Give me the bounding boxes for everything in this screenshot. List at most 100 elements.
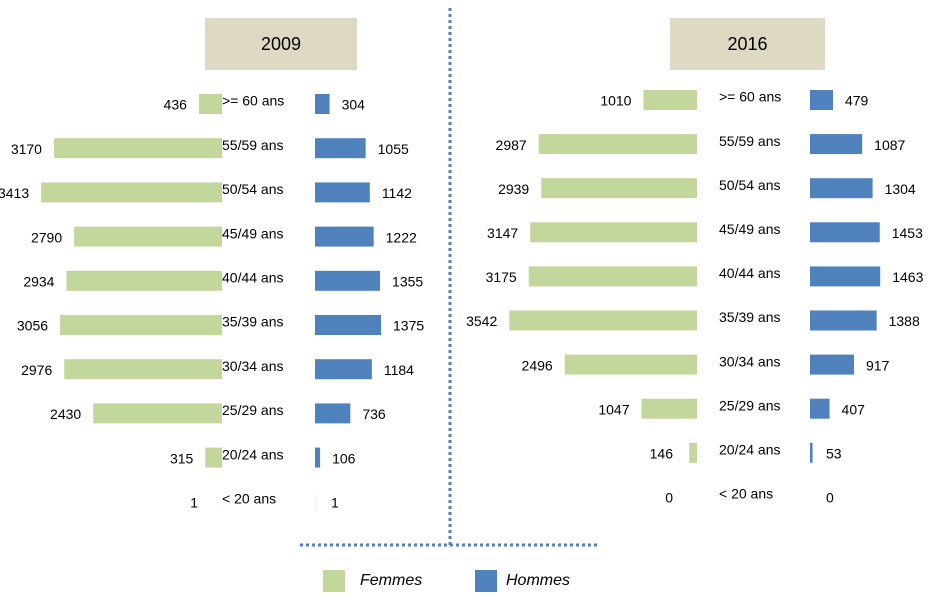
bar — [538, 134, 697, 155]
value-label: 736 — [362, 406, 386, 422]
bar — [528, 266, 697, 287]
bar — [810, 310, 877, 331]
value-label: 2790 — [31, 229, 62, 245]
bar — [60, 315, 223, 335]
bar — [530, 222, 697, 243]
value-label: 106 — [332, 450, 356, 466]
bar — [689, 442, 697, 463]
bar — [810, 222, 880, 243]
value-label: 2934 — [23, 274, 54, 290]
bar — [205, 447, 222, 468]
value-label: 407 — [842, 401, 866, 417]
bar — [315, 138, 366, 159]
value-label: 3175 — [486, 269, 517, 285]
bar — [564, 354, 697, 375]
bar — [64, 359, 222, 380]
legend-label: Hommes — [506, 572, 570, 589]
bar — [74, 226, 222, 247]
category-label: 50/54 ans — [719, 177, 781, 193]
bar — [810, 266, 881, 287]
value-label: 1047 — [598, 401, 629, 417]
category-label: 55/59 ans — [719, 133, 781, 149]
category-label: 40/44 ans — [222, 270, 284, 286]
bar — [810, 398, 830, 419]
category-label: 40/44 ans — [719, 265, 781, 281]
bar — [810, 354, 855, 375]
value-label: 1 — [331, 495, 339, 511]
bar — [93, 403, 223, 424]
value-label: 53 — [826, 446, 842, 462]
category-label: 45/49 ans — [222, 225, 284, 241]
bar — [315, 270, 381, 291]
value-label: 3542 — [466, 313, 497, 329]
bar — [315, 315, 381, 335]
value-label: 1222 — [386, 229, 417, 245]
bar — [41, 182, 223, 203]
bar — [641, 398, 697, 419]
value-label: 3056 — [17, 318, 48, 334]
chart-title: 2009 — [261, 34, 301, 54]
bar — [810, 90, 833, 110]
bar — [541, 178, 697, 199]
value-label: 2987 — [496, 137, 527, 153]
title-box — [205, 18, 357, 70]
value-label: 1142 — [382, 185, 412, 201]
legend-swatch — [475, 570, 497, 592]
value-label: 1010 — [600, 93, 631, 109]
value-label: 315 — [170, 450, 194, 466]
bar — [810, 134, 863, 155]
category-label: 25/29 ans — [719, 397, 781, 413]
bar — [53, 138, 222, 159]
value-label: 2430 — [50, 406, 81, 422]
category-label: 35/39 ans — [222, 314, 284, 330]
value-label: 3147 — [487, 225, 518, 241]
bar — [315, 226, 374, 247]
value-label: 1055 — [378, 141, 409, 157]
value-label: 1 — [190, 495, 198, 511]
value-label: 2939 — [498, 181, 529, 197]
category-label: >= 60 ans — [222, 93, 284, 109]
category-label: 30/34 ans — [222, 358, 284, 374]
value-label: 1304 — [885, 181, 916, 197]
value-label: 2496 — [522, 357, 553, 373]
category-label: 25/29 ans — [222, 402, 284, 418]
category-label: 20/24 ans — [222, 446, 284, 462]
bar — [66, 270, 222, 291]
bar — [315, 94, 330, 114]
value-label: 0 — [826, 490, 834, 506]
category-label: < 20 ans — [222, 491, 276, 507]
value-label: 1355 — [392, 274, 423, 290]
value-label: 1463 — [892, 269, 923, 285]
bar — [315, 447, 321, 468]
bar — [198, 94, 222, 114]
bar — [509, 310, 697, 331]
chart-title: 2016 — [727, 34, 767, 54]
value-label: 2976 — [21, 362, 52, 378]
category-label: 50/54 ans — [222, 181, 284, 197]
category-label: 35/39 ans — [719, 309, 781, 325]
bar — [315, 403, 351, 424]
bar — [315, 182, 370, 203]
category-label: 20/24 ans — [719, 442, 781, 458]
value-label: 1388 — [889, 313, 920, 329]
bar — [810, 178, 873, 199]
legend-swatch — [323, 570, 345, 592]
value-label: 3170 — [11, 141, 42, 157]
category-label: < 20 ans — [719, 486, 773, 502]
value-label: 1087 — [874, 137, 905, 153]
value-label: 1453 — [892, 225, 923, 241]
category-label: >= 60 ans — [719, 89, 781, 105]
value-label: 0 — [665, 490, 673, 506]
value-label: 3413 — [0, 185, 29, 201]
bar — [810, 442, 813, 463]
value-label: 146 — [650, 446, 674, 462]
value-label: 917 — [866, 357, 890, 373]
value-label: 304 — [342, 97, 366, 113]
value-label: 479 — [845, 93, 869, 109]
value-label: 1184 — [384, 362, 414, 378]
category-label: 30/34 ans — [719, 353, 781, 369]
bar — [315, 359, 372, 380]
legend-label: Femmes — [360, 572, 422, 589]
value-label: 436 — [164, 97, 188, 113]
